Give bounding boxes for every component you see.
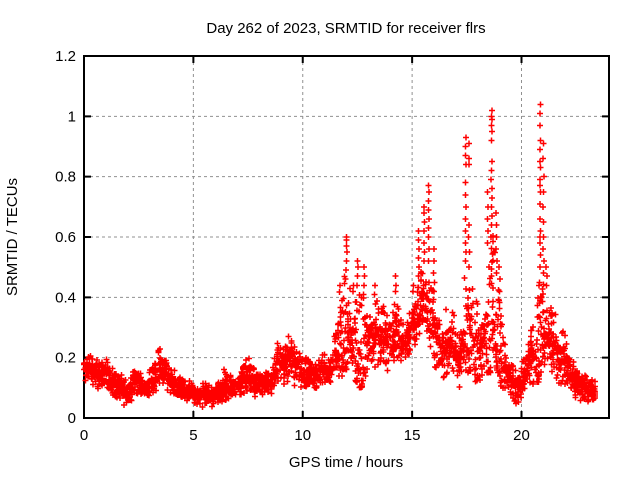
y-tick-label: 0.2 — [55, 350, 76, 367]
plot-area: 0 5 10 15 20 0 0.2 0.4 0.6 0.8 1 1.2 — [55, 48, 610, 444]
gridlines — [84, 56, 609, 418]
chart-title: Day 262 of 2023, SRMTID for receiver flr… — [206, 20, 485, 37]
axis-ticks — [83, 55, 609, 419]
x-tick-label: 0 — [80, 427, 88, 444]
y-tick-label: 1.2 — [55, 48, 76, 65]
y-tick-label: 0 — [68, 410, 76, 427]
y-tick-label: 0.8 — [55, 169, 76, 186]
y-axis-label: SRMTID / TECUs — [4, 178, 21, 296]
x-tick-label: 10 — [294, 427, 311, 444]
scatter-points — [81, 101, 598, 410]
y-tick-label: 0.4 — [55, 289, 76, 306]
x-tick-label: 15 — [404, 427, 421, 444]
y-tick-label: 0.6 — [55, 229, 76, 246]
x-tick-label: 5 — [189, 427, 197, 444]
y-tick-label: 1 — [68, 108, 76, 125]
x-tick-label: 20 — [513, 427, 530, 444]
x-axis-label: GPS time / hours — [289, 454, 403, 471]
